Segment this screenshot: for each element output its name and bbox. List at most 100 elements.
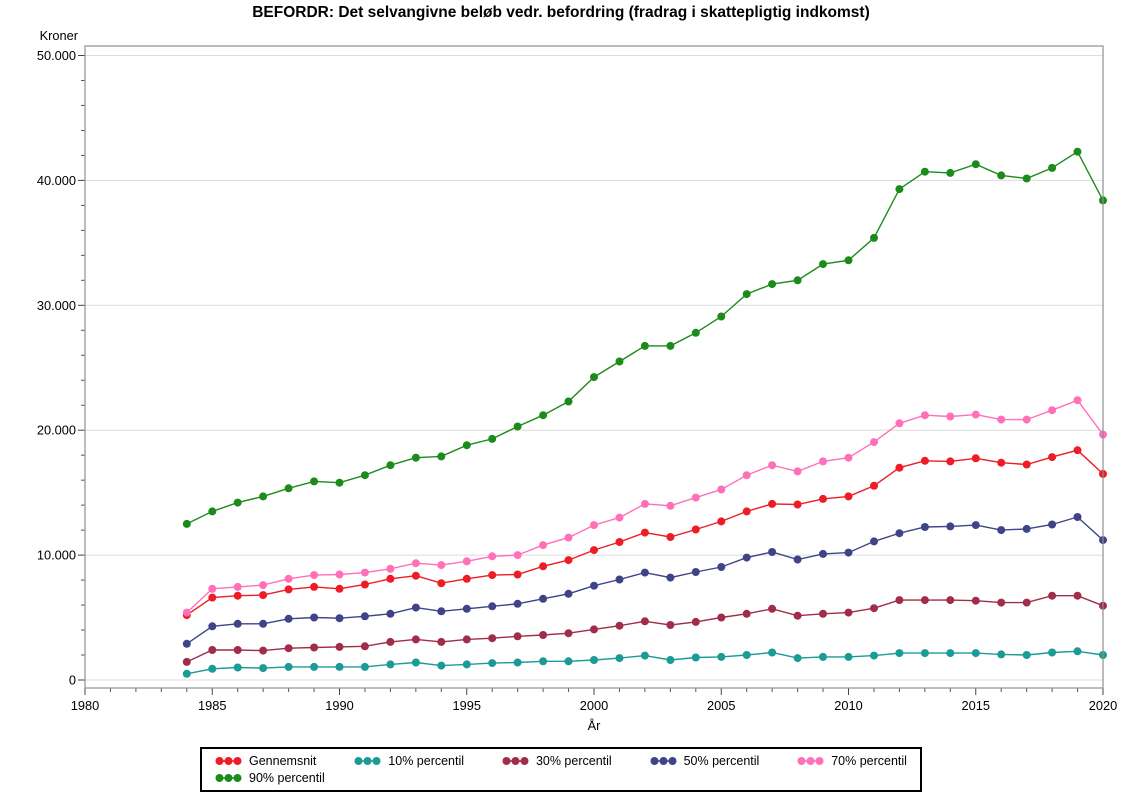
series-point-30-percentil xyxy=(590,625,598,634)
legend-row-1: Gennemsnit 10% percentil 30% percentil 50% … xyxy=(215,752,907,769)
y-tick-label: 0 xyxy=(69,673,76,688)
series-point-gennemsnit xyxy=(437,579,446,588)
x-tick-label: 2020 xyxy=(1089,698,1117,713)
series-point-90-percentil xyxy=(997,171,1006,180)
series-point-70-percentil xyxy=(437,561,446,570)
series-point-10-percentil xyxy=(870,651,878,660)
y-tick-label: 30.000 xyxy=(37,298,76,313)
series-point-50-percentil xyxy=(870,537,878,546)
axis-ticks xyxy=(78,55,1104,695)
series-point-30-percentil xyxy=(920,596,929,605)
series-point-10-percentil xyxy=(462,660,471,669)
series-point-30-percentil xyxy=(717,613,726,622)
series-point-10-percentil xyxy=(208,664,217,673)
series-point-70-percentil xyxy=(946,412,955,421)
series-point-70-percentil xyxy=(717,485,726,494)
series-point-gennemsnit xyxy=(717,517,726,526)
series-point-90-percentil xyxy=(310,477,319,486)
series-point-30-percentil xyxy=(284,644,293,653)
series-point-70-percentil xyxy=(1073,396,1082,405)
series-point-90-percentil xyxy=(360,471,369,480)
series-point-30-percentil xyxy=(1022,598,1031,607)
series-point-70-percentil xyxy=(233,582,242,591)
series-point-gennemsnit xyxy=(233,591,242,600)
series-point-gennemsnit xyxy=(640,528,649,537)
series-point-70-percentil xyxy=(971,410,980,419)
series-point-50-percentil xyxy=(997,526,1006,535)
series-point-70-percentil xyxy=(819,457,827,466)
series-point-50-percentil xyxy=(208,622,217,631)
series-point-30-percentil xyxy=(411,635,420,644)
series-point-30-percentil xyxy=(564,629,573,638)
series-point-70-percentil xyxy=(208,584,217,593)
legend-label: 50% percentil xyxy=(683,753,760,768)
series-point-10-percentil xyxy=(259,664,268,673)
x-tick-label: 1995 xyxy=(453,698,481,713)
series-point-90-percentil xyxy=(768,280,777,289)
legend-item-10-percentil: 10% percentil xyxy=(354,754,464,768)
legend-item-90-percentil: 90% percentil xyxy=(215,771,325,785)
series-point-90-percentil xyxy=(462,441,471,450)
legend-item-50-percentil: 50% percentil xyxy=(650,753,760,768)
series-point-gennemsnit xyxy=(564,556,573,565)
series-point-50-percentil xyxy=(742,553,751,562)
series-point-50-percentil xyxy=(1073,513,1082,521)
series-point-gennemsnit xyxy=(870,481,878,490)
series-point-gennemsnit xyxy=(539,562,548,571)
legend-marker-icon xyxy=(215,773,242,782)
series-point-10-percentil xyxy=(310,662,319,671)
series-point-10-percentil xyxy=(360,662,369,671)
legend-label: 30% percentil xyxy=(535,753,612,768)
series-point-gennemsnit xyxy=(819,494,827,503)
series-point-30-percentil xyxy=(691,617,700,626)
series-point-30-percentil xyxy=(233,646,242,654)
series-point-30-percentil xyxy=(1048,591,1057,600)
series-point-70-percentil xyxy=(513,551,522,560)
series-point-30-percentil xyxy=(946,596,955,605)
chart-title: BEFORDR: Det selvangivne beløb vedr. bef… xyxy=(252,4,870,21)
series-point-30-percentil xyxy=(870,604,878,613)
series-point-gennemsnit xyxy=(1022,460,1031,469)
series-point-30-percentil xyxy=(437,637,446,646)
series-point-50-percentil xyxy=(615,575,624,584)
series-point-50-percentil xyxy=(411,603,420,612)
series-point-10-percentil xyxy=(717,652,726,661)
series-point-10-percentil xyxy=(844,652,853,661)
y-axis-title: Kroner xyxy=(40,28,79,43)
series-point-90-percentil xyxy=(793,276,802,285)
series-point-90-percentil xyxy=(742,290,751,299)
series-point-70-percentil xyxy=(640,499,649,508)
series-point-50-percentil xyxy=(386,609,395,618)
series-point-70-percentil xyxy=(182,608,191,617)
series-point-30-percentil xyxy=(615,621,624,630)
series-point-gennemsnit xyxy=(462,574,471,583)
series-point-50-percentil xyxy=(971,521,980,530)
series-point-90-percentil xyxy=(895,185,904,194)
series-point-70-percentil xyxy=(539,541,548,550)
series-point-30-percentil xyxy=(819,609,827,618)
series-point-30-percentil xyxy=(768,604,777,613)
x-axis-title: År xyxy=(588,718,602,733)
series-point-10-percentil xyxy=(335,662,344,671)
series-point-70-percentil xyxy=(590,521,598,530)
series-point-70-percentil xyxy=(691,493,700,502)
series-point-90-percentil xyxy=(1048,163,1057,172)
series-point-gennemsnit xyxy=(971,454,980,463)
series-point-10-percentil xyxy=(539,657,548,666)
series-point-gennemsnit xyxy=(1073,446,1082,455)
series-point-90-percentil xyxy=(564,397,573,406)
series-point-10-percentil xyxy=(640,651,649,660)
x-tick-label: 2000 xyxy=(580,698,608,713)
series-point-gennemsnit xyxy=(742,507,751,516)
series-point-10-percentil xyxy=(666,656,675,664)
series-point-70-percentil xyxy=(895,419,904,428)
series-point-50-percentil xyxy=(259,619,268,628)
series-point-30-percentil xyxy=(462,635,471,644)
series-point-90-percentil xyxy=(233,498,242,507)
series-point-70-percentil xyxy=(462,557,471,566)
series-point-10-percentil xyxy=(920,649,929,658)
series-point-50-percentil xyxy=(335,614,344,623)
series-point-50-percentil xyxy=(768,548,777,556)
legend-marker-icon xyxy=(797,756,824,765)
legend-item-70-percentil: 70% percentil xyxy=(797,754,907,768)
